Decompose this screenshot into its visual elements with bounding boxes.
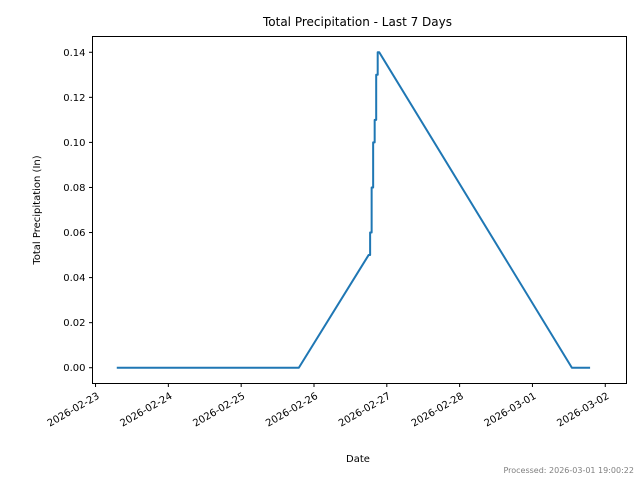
x-tick-label: 2026-03-02: [555, 391, 611, 430]
x-axis-title: Date: [346, 454, 370, 465]
y-tick-label: 0.10: [63, 138, 85, 149]
x-tick-label: 2026-02-23: [46, 391, 102, 430]
series-line-precipitation: [116, 51, 591, 369]
x-tick-label: 2026-03-01: [483, 391, 539, 430]
x-tick-label: 2026-02-28: [410, 391, 466, 430]
y-tick-label: 0.00: [63, 363, 85, 374]
y-tick-label: 0.04: [63, 273, 85, 284]
plot-area: [92, 36, 627, 384]
plot-frame: [92, 36, 627, 384]
x-tick-label: 2026-02-27: [337, 391, 393, 430]
y-tick-label: 0.12: [63, 93, 85, 104]
x-axis-ticks: 2026-02-23 2026-02-24 2026-02-25 2026-02-26…: [46, 383, 611, 430]
y-tick-label: 0.14: [63, 48, 85, 59]
y-axis-ticks: 0.00 0.02 0.04 0.06 0.08 0.10 0.12 0.14: [63, 48, 93, 374]
y-tick-label: 0.06: [63, 228, 85, 239]
y-axis-title: Total Precipitation (In): [32, 155, 43, 265]
y-tick-label: 0.02: [63, 318, 85, 329]
x-tick-label: 2026-02-25: [191, 391, 247, 430]
x-tick-label: 2026-02-24: [119, 391, 175, 430]
x-tick-label: 2026-02-26: [264, 391, 320, 430]
chart-title: Total Precipitation - Last 7 Days: [262, 15, 452, 29]
processed-timestamp: Processed: 2026-03-01 19:00:22: [503, 466, 634, 475]
y-tick-label: 0.08: [63, 183, 85, 194]
